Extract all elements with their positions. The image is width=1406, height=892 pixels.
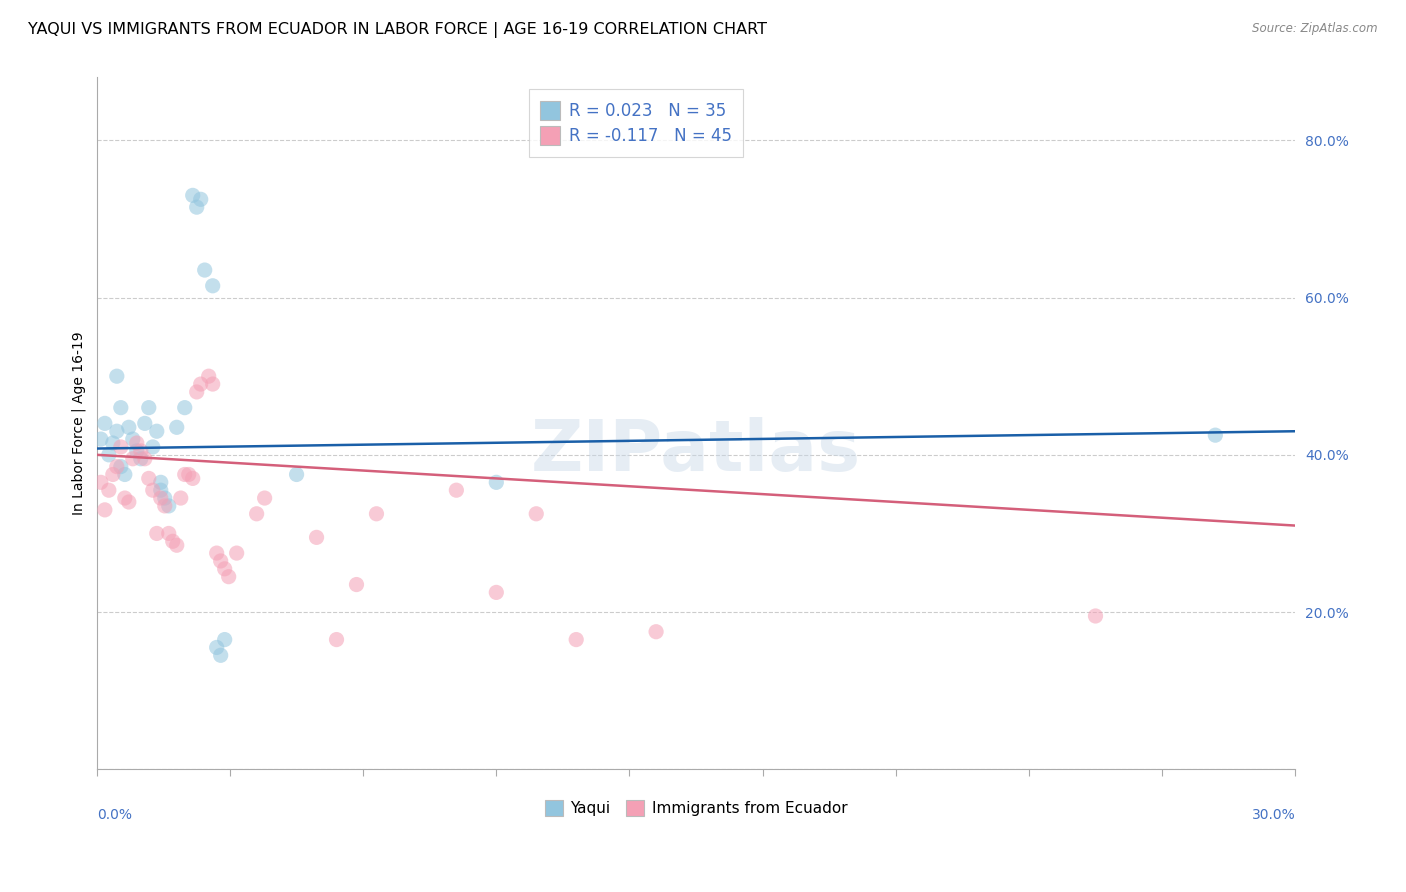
Text: 0.0%: 0.0% [97, 808, 132, 822]
Point [129, 451, 152, 466]
Point [118, 495, 141, 509]
Point [524, 507, 547, 521]
Point [205, 640, 228, 655]
Point [186, 200, 208, 214]
Text: ZIPatlas: ZIPatlas [531, 417, 860, 485]
Point [149, 483, 172, 498]
Point [201, 278, 224, 293]
Point [134, 417, 156, 431]
Point [346, 577, 368, 591]
Y-axis label: In Labor Force | Age 16-19: In Labor Force | Age 16-19 [72, 332, 86, 516]
Point [121, 432, 143, 446]
Point [94, 503, 117, 517]
Point [105, 369, 128, 384]
Point [181, 188, 204, 202]
Point [205, 546, 228, 560]
Point [214, 562, 236, 576]
Point [101, 467, 124, 482]
Point [162, 534, 184, 549]
Point [218, 570, 240, 584]
Point [194, 263, 217, 277]
Point [214, 632, 236, 647]
Point [149, 475, 172, 490]
Point [1084, 609, 1107, 624]
Point [170, 491, 193, 505]
Point [153, 499, 176, 513]
Point [149, 491, 172, 505]
Point [485, 585, 508, 599]
Point [101, 436, 124, 450]
Point [90, 475, 112, 490]
Point [97, 448, 120, 462]
Point [114, 491, 136, 505]
Point [105, 424, 128, 438]
Point [181, 471, 204, 485]
Point [125, 436, 148, 450]
Point [209, 554, 232, 568]
Point [201, 377, 224, 392]
Point [97, 483, 120, 498]
Point [446, 483, 468, 498]
Text: YAQUI VS IMMIGRANTS FROM ECUADOR IN LABOR FORCE | AGE 16-19 CORRELATION CHART: YAQUI VS IMMIGRANTS FROM ECUADOR IN LABO… [28, 22, 768, 38]
Point [197, 369, 219, 384]
Point [94, 417, 117, 431]
Point [485, 475, 508, 490]
Point [645, 624, 668, 639]
Point [177, 467, 200, 482]
Point [325, 632, 347, 647]
Point [366, 507, 388, 521]
Text: Source: ZipAtlas.com: Source: ZipAtlas.com [1253, 22, 1378, 36]
Legend: Yaqui, Immigrants from Ecuador: Yaqui, Immigrants from Ecuador [537, 793, 855, 824]
Point [166, 538, 188, 552]
Point [173, 467, 195, 482]
Point [146, 424, 169, 438]
Point [190, 377, 212, 392]
Point [118, 420, 141, 434]
Point [90, 432, 112, 446]
Point [110, 440, 132, 454]
Point [565, 632, 588, 647]
Point [146, 526, 169, 541]
Point [138, 471, 160, 485]
Point [209, 648, 232, 663]
Point [153, 491, 176, 505]
Point [157, 499, 180, 513]
Point [253, 491, 276, 505]
Point [246, 507, 269, 521]
Point [138, 401, 160, 415]
Point [190, 192, 212, 206]
Point [125, 443, 148, 458]
Point [157, 526, 180, 541]
Point [110, 401, 132, 415]
Point [166, 420, 188, 434]
Point [134, 451, 156, 466]
Point [129, 443, 152, 458]
Point [142, 440, 165, 454]
Point [1204, 428, 1226, 442]
Text: 30.0%: 30.0% [1251, 808, 1295, 822]
Point [186, 384, 208, 399]
Point [173, 401, 195, 415]
Point [225, 546, 247, 560]
Point [110, 459, 132, 474]
Point [121, 451, 143, 466]
Point [114, 467, 136, 482]
Point [142, 483, 165, 498]
Point [105, 459, 128, 474]
Point [305, 530, 328, 544]
Point [285, 467, 308, 482]
